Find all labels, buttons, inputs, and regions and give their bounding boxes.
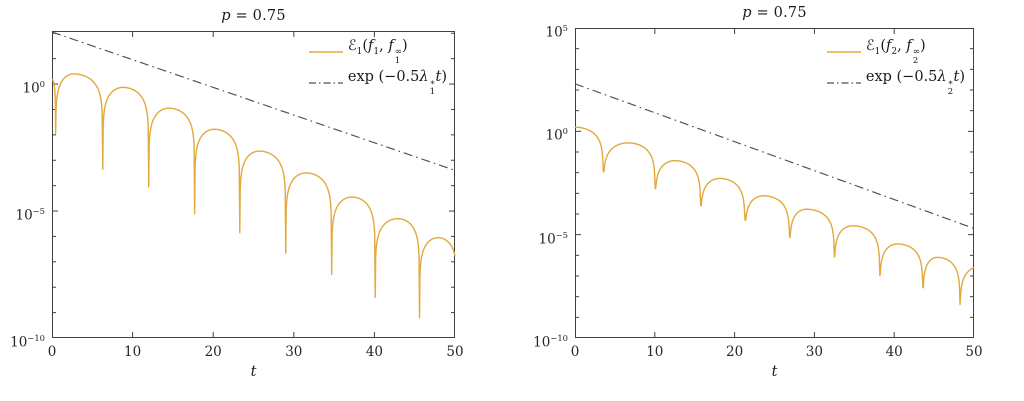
- right-plot-panel: p = 0.75 ℰ1(f2, f ∞ 2) exp (−0.5λ ∗ 2 t) t 10…: [533, 5, 982, 380]
- dashdot-line-swatch-icon: [308, 82, 343, 84]
- exp-rate-line: [574, 83, 975, 230]
- x-axis-label: t: [771, 364, 778, 380]
- y-axis-tick-label: 10−5: [15, 206, 45, 224]
- legend-item: exp (−0.5λ ∗ 1 t): [308, 69, 447, 97]
- axes-box: [575, 28, 974, 338]
- legend-item: exp (−0.5λ ∗ 2 t): [826, 69, 965, 97]
- solid-line-swatch-icon: [308, 51, 343, 53]
- legend-label: exp (−0.5λ ∗ 1 t): [347, 69, 447, 98]
- x-axis-tick-label: 50: [446, 344, 464, 360]
- x-axis-tick-label: 0: [570, 344, 580, 360]
- y-axis-tick-label: 10−10: [10, 333, 45, 351]
- x-axis-tick-label: 50: [965, 344, 983, 360]
- x-axis-tick-label: 20: [726, 344, 744, 360]
- left-plot-panel: p = 0.75 ℰ1(f1, f ∞ 1) exp (−0.5λ ∗ 1 t) t 10…: [10, 8, 463, 380]
- x-axis-tick-label: 30: [285, 344, 303, 360]
- legend-label: exp (−0.5λ ∗ 2 t): [865, 69, 965, 98]
- legend-label: ℰ1(f2, f ∞ 2): [865, 38, 926, 67]
- y-axis-tick-label: 100: [22, 79, 45, 97]
- exp-rate-line: [51, 31, 456, 171]
- plot-area: [51, 31, 456, 338]
- y-axis-tick-label: 105: [545, 23, 568, 41]
- legend: ℰ1(f2, f ∞ 2) exp (−0.5λ ∗ 2 t): [826, 38, 965, 97]
- axes-box: [52, 31, 455, 338]
- plot-title: p = 0.75: [742, 5, 807, 21]
- legend-item: ℰ1(f1, f ∞ 1): [308, 38, 447, 66]
- energy-curve: [574, 126, 975, 306]
- x-axis-tick-label: 40: [885, 344, 903, 360]
- legend: ℰ1(f1, f ∞ 1) exp (−0.5λ ∗ 1 t): [308, 38, 447, 97]
- x-axis-tick-label: 0: [47, 344, 57, 360]
- y-axis-tick-label: 100: [545, 126, 568, 144]
- dashdot-line-swatch-icon: [826, 82, 861, 84]
- x-axis-tick-label: 30: [805, 344, 823, 360]
- legend-label: ℰ1(f1, f ∞ 1): [347, 38, 408, 67]
- plot-title: p = 0.75: [221, 8, 286, 24]
- x-axis-tick-label: 10: [124, 344, 142, 360]
- energy-curve: [51, 73, 456, 319]
- y-axis-tick-label: 10−5: [538, 229, 568, 248]
- x-axis-tick-label: 20: [204, 344, 222, 360]
- legend-item: ℰ1(f2, f ∞ 2): [826, 38, 965, 66]
- solid-line-swatch-icon: [826, 51, 861, 53]
- y-axis-tick-label: 10−10: [533, 333, 568, 351]
- x-axis-tick-label: 40: [365, 344, 383, 360]
- x-axis-tick-label: 10: [646, 344, 664, 360]
- plot-area: [574, 28, 975, 338]
- x-axis-label: t: [250, 364, 257, 380]
